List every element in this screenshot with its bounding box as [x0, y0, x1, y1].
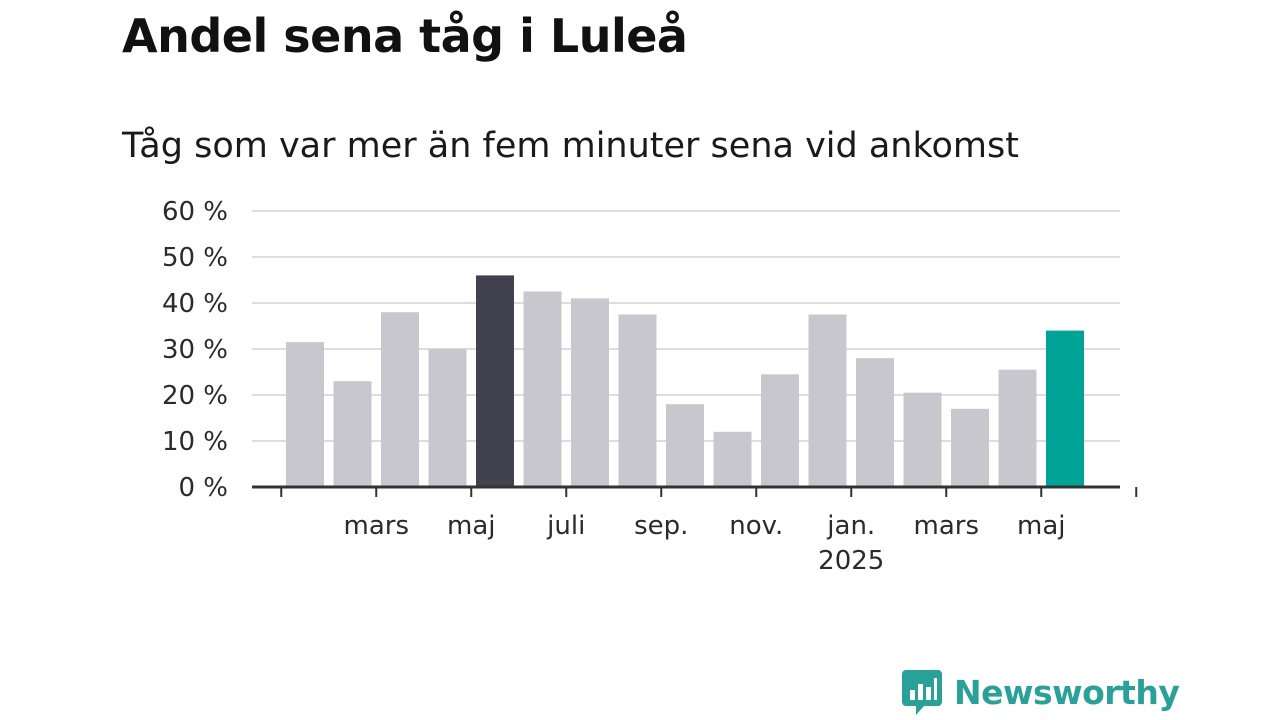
y-tick-label: 0 %	[178, 473, 228, 503]
chart-title: Andel sena tåg i Luleå	[122, 9, 688, 63]
x-tick-label: sep.	[634, 511, 688, 541]
x-tick-label: mars	[914, 511, 980, 541]
bar	[286, 342, 324, 487]
y-tick-label: 20 %	[162, 381, 228, 411]
x-tick-label: nov.	[729, 511, 783, 541]
y-tick-label: 60 %	[162, 197, 228, 227]
bars	[286, 275, 1084, 487]
bar-chart-speech-bubble-icon	[902, 670, 942, 715]
bar	[998, 369, 1037, 487]
bar	[666, 404, 704, 487]
x-tick-label: jan.	[826, 511, 875, 541]
bar	[571, 298, 609, 487]
bar	[428, 349, 467, 487]
x-axis	[252, 485, 1138, 497]
bar	[808, 314, 847, 487]
bar	[523, 291, 562, 487]
bar	[713, 431, 752, 487]
bar	[618, 314, 657, 487]
x-tick-label: maj	[447, 511, 495, 541]
bar	[333, 381, 372, 487]
y-tick-label: 40 %	[162, 289, 228, 319]
x-axis-labels: mars maj juli sep. nov. jan. 2025 mars maj	[344, 511, 1066, 576]
bar	[476, 275, 514, 487]
x-tick-label: mars	[344, 511, 410, 541]
brand-name: Newsworthy	[954, 672, 1180, 712]
newsworthy-logo: Newsworthy	[902, 668, 1180, 716]
x-tick-sublabel: 2025	[818, 546, 884, 576]
x-tick-label: maj	[1017, 511, 1065, 541]
chart-subtitle: Tåg som var mer än fem minuter sena vid …	[122, 126, 1019, 166]
bar	[381, 312, 419, 487]
y-tick-label: 50 %	[162, 243, 228, 273]
y-tick-label: 30 %	[162, 335, 228, 365]
bar	[951, 408, 989, 487]
bar	[1046, 330, 1084, 487]
y-tick-label: 10 %	[162, 427, 228, 457]
y-axis-labels: 0 % 10 % 20 % 30 % 40 % 50 % 60 %	[162, 197, 228, 503]
x-tick-label: juli	[546, 511, 585, 541]
bar	[856, 358, 894, 487]
bar	[903, 392, 942, 487]
bar	[761, 374, 799, 487]
